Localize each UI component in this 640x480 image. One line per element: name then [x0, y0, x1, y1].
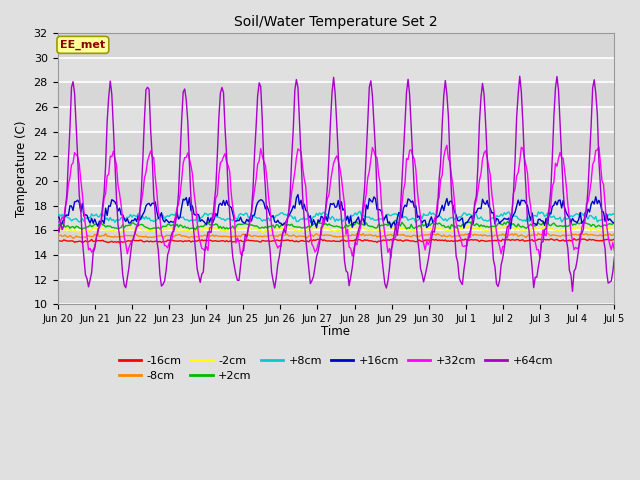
+16cm: [611, 220, 618, 226]
+32cm: [582, 201, 590, 206]
+64cm: [516, 73, 524, 79]
-2cm: [220, 228, 227, 234]
+8cm: [297, 216, 305, 222]
+2cm: [221, 226, 229, 232]
+64cm: [569, 288, 577, 294]
-16cm: [582, 237, 590, 243]
+8cm: [122, 216, 130, 221]
+32cm: [122, 241, 130, 247]
-8cm: [69, 235, 77, 241]
+64cm: [238, 249, 246, 255]
Bar: [58, 33, 614, 58]
-16cm: [249, 238, 257, 243]
+32cm: [611, 248, 618, 253]
Y-axis label: Temperature (C): Temperature (C): [15, 120, 28, 217]
X-axis label: Time: Time: [321, 325, 351, 338]
+16cm: [122, 218, 130, 224]
+2cm: [299, 225, 307, 231]
+64cm: [611, 254, 618, 260]
+2cm: [192, 227, 200, 233]
-2cm: [259, 230, 266, 236]
+8cm: [248, 214, 255, 219]
-8cm: [582, 231, 590, 237]
Title: Soil/Water Temperature Set 2: Soil/Water Temperature Set 2: [234, 15, 438, 29]
+32cm: [238, 253, 246, 259]
Bar: [58, 82, 614, 107]
-8cm: [221, 233, 229, 239]
+64cm: [297, 154, 305, 159]
+32cm: [248, 210, 255, 216]
+64cm: [582, 207, 590, 213]
-16cm: [611, 236, 618, 242]
+8cm: [238, 212, 246, 217]
Line: +2cm: +2cm: [58, 220, 614, 230]
+16cm: [294, 192, 302, 197]
+64cm: [248, 209, 255, 215]
+8cm: [307, 219, 314, 225]
-8cm: [249, 233, 257, 239]
+32cm: [297, 149, 305, 155]
-16cm: [221, 239, 229, 244]
+16cm: [220, 198, 227, 204]
-8cm: [299, 233, 307, 239]
+16cm: [248, 218, 255, 224]
Line: -8cm: -8cm: [58, 233, 614, 238]
-2cm: [582, 224, 590, 230]
Legend: -16cm, -8cm, -2cm, +2cm, +8cm, +16cm, +32cm, +64cm: -16cm, -8cm, -2cm, +2cm, +8cm, +16cm, +3…: [115, 351, 557, 385]
+16cm: [507, 226, 515, 232]
-16cm: [54, 238, 61, 244]
+2cm: [611, 219, 618, 225]
-2cm: [122, 227, 130, 233]
+32cm: [387, 255, 395, 261]
+8cm: [220, 216, 227, 222]
-2cm: [299, 228, 307, 234]
-8cm: [54, 233, 61, 239]
Line: +64cm: +64cm: [58, 76, 614, 291]
+64cm: [122, 285, 130, 291]
-2cm: [611, 224, 618, 230]
-16cm: [299, 238, 307, 243]
Line: +16cm: +16cm: [58, 194, 614, 229]
Bar: [58, 230, 614, 255]
Bar: [58, 132, 614, 156]
-2cm: [54, 227, 61, 233]
-8cm: [240, 231, 248, 237]
+16cm: [54, 215, 61, 221]
+2cm: [249, 223, 257, 228]
Line: -2cm: -2cm: [58, 226, 614, 233]
+32cm: [54, 219, 61, 225]
-8cm: [611, 231, 618, 237]
+2cm: [54, 223, 61, 228]
+8cm: [582, 214, 590, 219]
+8cm: [611, 212, 618, 217]
-16cm: [116, 240, 124, 246]
-2cm: [542, 223, 550, 229]
+16cm: [238, 218, 246, 224]
-2cm: [238, 226, 246, 232]
+2cm: [582, 220, 590, 226]
-16cm: [570, 236, 578, 241]
Line: -16cm: -16cm: [58, 239, 614, 243]
+16cm: [582, 213, 590, 219]
Bar: [58, 280, 614, 304]
+8cm: [54, 213, 61, 218]
Line: +8cm: +8cm: [58, 211, 614, 222]
+2cm: [240, 221, 248, 227]
+32cm: [443, 143, 451, 148]
+2cm: [122, 223, 130, 228]
-16cm: [124, 238, 131, 244]
Line: +32cm: +32cm: [58, 145, 614, 258]
-16cm: [240, 239, 248, 244]
-8cm: [544, 230, 552, 236]
+32cm: [220, 154, 227, 160]
+8cm: [356, 208, 364, 214]
-8cm: [124, 233, 131, 239]
+64cm: [220, 90, 227, 96]
-2cm: [248, 227, 255, 232]
+16cm: [299, 206, 307, 212]
+2cm: [392, 217, 399, 223]
Text: EE_met: EE_met: [60, 40, 106, 50]
Bar: [58, 181, 614, 205]
+64cm: [54, 223, 61, 229]
